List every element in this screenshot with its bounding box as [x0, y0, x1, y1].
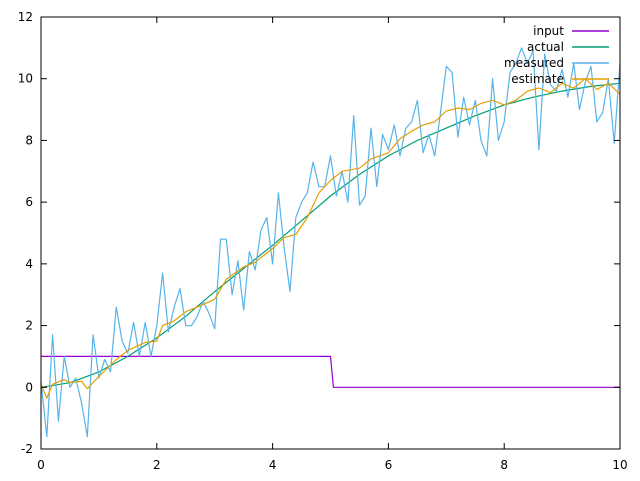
y-tick-label: 12	[18, 10, 33, 24]
y-tick-label: 6	[25, 195, 33, 209]
series-line-input	[41, 355, 620, 388]
plot-frame	[40, 16, 621, 450]
series-layer	[41, 47, 620, 438]
x-tick-label: 0	[37, 458, 45, 472]
x-tick-label: 6	[385, 458, 393, 472]
x-tick-label: 4	[269, 458, 277, 472]
x-tick-label: 10	[612, 458, 627, 472]
x-tick-label: 2	[153, 458, 161, 472]
x-tick-label: 8	[500, 458, 508, 472]
legend: input actual measured estimate	[504, 24, 609, 86]
legend-label-actual: actual	[527, 40, 564, 54]
series-line-measured	[41, 47, 620, 438]
y-tick-label: 4	[25, 257, 33, 271]
series-line-actual	[41, 82, 620, 388]
legend-label-measured: measured	[504, 56, 564, 70]
legend-label-estimate: estimate	[511, 72, 564, 86]
y-tick-label: 8	[25, 133, 33, 147]
ticks-layer: 0 2 4 6 8 10 -2 0 2 4 6 8 10 12	[18, 10, 628, 472]
legend-label-input: input	[533, 24, 564, 38]
y-tick-label: 2	[25, 319, 33, 333]
y-tick-label: 0	[25, 380, 33, 394]
y-tick-label: 10	[18, 72, 33, 86]
y-tick-label: -2	[21, 442, 33, 456]
series-line-estimate	[41, 78, 620, 399]
